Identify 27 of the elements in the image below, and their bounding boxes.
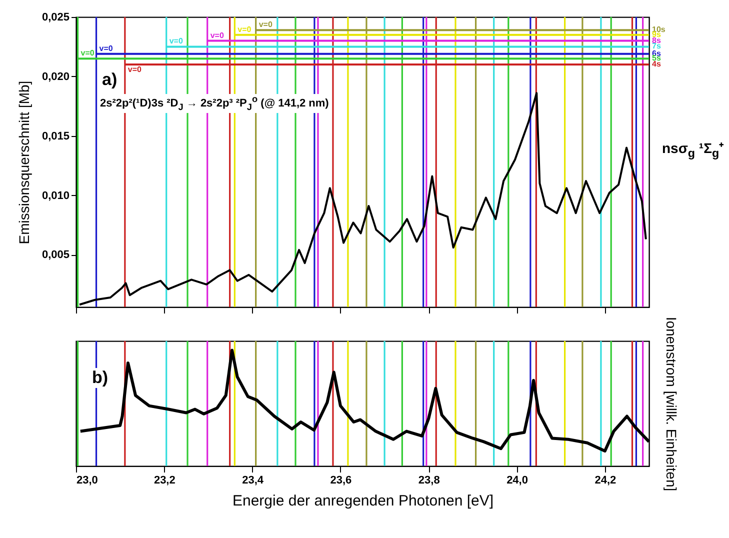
annotation: b) (90, 368, 110, 388)
annotation: v=0 (210, 30, 224, 40)
annotation: v=0 (80, 48, 95, 58)
annotation: a) (100, 70, 120, 90)
text: nsσ$_{g}$ ¹Σ$_{g}$⁺ (660, 140, 726, 161)
annotation: v=0 (238, 24, 252, 34)
x-tick-label: 23,0 (76, 474, 98, 486)
y-tick-label: 0,020 (42, 70, 70, 83)
series-label: 4s (652, 60, 662, 69)
y-tick-label: 0,015 (42, 130, 70, 142)
x-tick-label: 23,6 (330, 474, 352, 486)
x-tick-label: 24,2 (594, 474, 616, 486)
y-tick-label: 0,005 (42, 249, 70, 262)
x-tick-label: 24,0 (506, 474, 528, 486)
annotation: v=0 (99, 44, 114, 53)
x-axis-title: Energie der anregenden Photonen [eV] (232, 492, 494, 510)
y-axis-title: Emissionsquerschnitt [Mb] (16, 80, 32, 244)
x-tick-label: 23,8 (418, 474, 440, 486)
annotation: v=0 (128, 65, 142, 74)
x-tick-label: 23,2 (154, 474, 176, 486)
annotation: v=0 (258, 20, 273, 30)
x-tick-label: 23,4 (242, 474, 264, 486)
annotation: v=0 (169, 36, 184, 46)
y-tick-label: 0,010 (42, 190, 70, 202)
y-axis-title: Ionenstrom [willk. Einheiten] (664, 316, 680, 492)
annotation: 2s²2p²(¹D)3s ²D$_{J}$ → 2s²2p³ ²P$_{J}$$^{o}$ (@ 141,2 nm) (98, 94, 331, 113)
y-tick-label: 0,025 (42, 12, 70, 24)
